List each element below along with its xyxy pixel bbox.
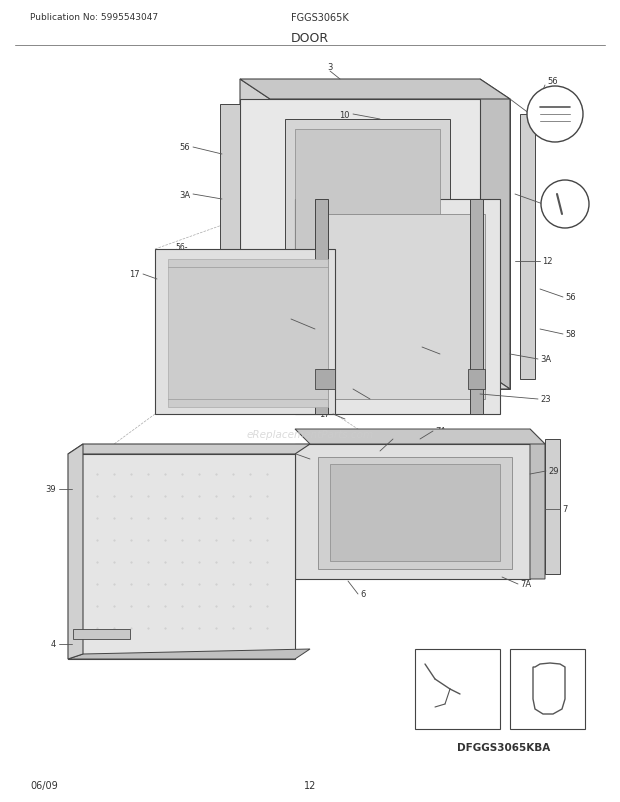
Text: 56: 56	[547, 78, 557, 87]
Text: 17: 17	[319, 410, 330, 419]
Circle shape	[527, 87, 583, 143]
Text: 7A: 7A	[520, 580, 531, 589]
Polygon shape	[220, 105, 240, 370]
Polygon shape	[68, 444, 83, 659]
Text: 4: 4	[51, 640, 56, 649]
Text: 7A: 7A	[435, 427, 446, 436]
Text: 3A: 3A	[540, 355, 551, 364]
Polygon shape	[73, 630, 130, 639]
Polygon shape	[315, 200, 328, 415]
Circle shape	[541, 180, 589, 229]
Polygon shape	[520, 115, 535, 379]
Polygon shape	[480, 100, 510, 390]
Bar	[415, 649, 500, 729]
Text: 64: 64	[422, 658, 432, 666]
Polygon shape	[240, 100, 480, 370]
Text: 6: 6	[360, 589, 365, 599]
Text: 7: 7	[562, 505, 567, 514]
Text: 16: 16	[339, 385, 350, 394]
Text: 18: 18	[513, 658, 523, 666]
Text: 39: 39	[45, 485, 56, 494]
Text: DFGGS3065KBA: DFGGS3065KBA	[458, 742, 551, 752]
Polygon shape	[240, 370, 510, 390]
Text: 06/09: 06/09	[30, 780, 58, 790]
Polygon shape	[530, 429, 545, 579]
Polygon shape	[168, 260, 328, 407]
Text: 56-: 56-	[175, 243, 188, 252]
Polygon shape	[68, 649, 310, 659]
Polygon shape	[315, 370, 335, 390]
Text: 3: 3	[327, 63, 333, 72]
Polygon shape	[285, 119, 450, 354]
Text: 58: 58	[565, 330, 575, 339]
Polygon shape	[295, 200, 500, 415]
Text: Publication No: 5995543047: Publication No: 5995543047	[30, 14, 158, 22]
Text: FGGS3065K: FGGS3065K	[291, 13, 349, 23]
Text: 56: 56	[565, 294, 575, 302]
Polygon shape	[295, 429, 545, 444]
Text: eReplacementParts.com: eReplacementParts.com	[246, 429, 374, 439]
Polygon shape	[468, 370, 485, 390]
Polygon shape	[240, 80, 510, 100]
Text: 23: 23	[277, 315, 288, 324]
Text: DOOR: DOOR	[291, 31, 329, 44]
Text: 12: 12	[542, 257, 552, 266]
Text: 7: 7	[395, 435, 401, 444]
Text: 3A: 3A	[179, 190, 190, 199]
Polygon shape	[330, 464, 500, 561]
Polygon shape	[545, 439, 560, 574]
Polygon shape	[325, 215, 485, 399]
Polygon shape	[480, 80, 510, 390]
Text: 10: 10	[554, 181, 564, 190]
Text: 29: 29	[283, 450, 293, 459]
Polygon shape	[318, 457, 512, 569]
Bar	[510, 649, 585, 729]
Text: 12: 12	[304, 780, 316, 790]
Polygon shape	[240, 80, 270, 390]
Polygon shape	[295, 444, 530, 579]
Text: 42: 42	[453, 713, 463, 722]
Polygon shape	[155, 249, 335, 415]
Polygon shape	[68, 455, 295, 659]
Text: 29: 29	[548, 467, 559, 476]
Text: 10: 10	[340, 111, 350, 119]
Polygon shape	[68, 444, 310, 455]
Text: 56: 56	[179, 144, 190, 152]
Polygon shape	[470, 200, 483, 415]
Text: 23: 23	[540, 395, 551, 404]
Text: 9: 9	[415, 343, 420, 352]
Polygon shape	[295, 130, 440, 347]
Text: 17: 17	[130, 270, 140, 279]
